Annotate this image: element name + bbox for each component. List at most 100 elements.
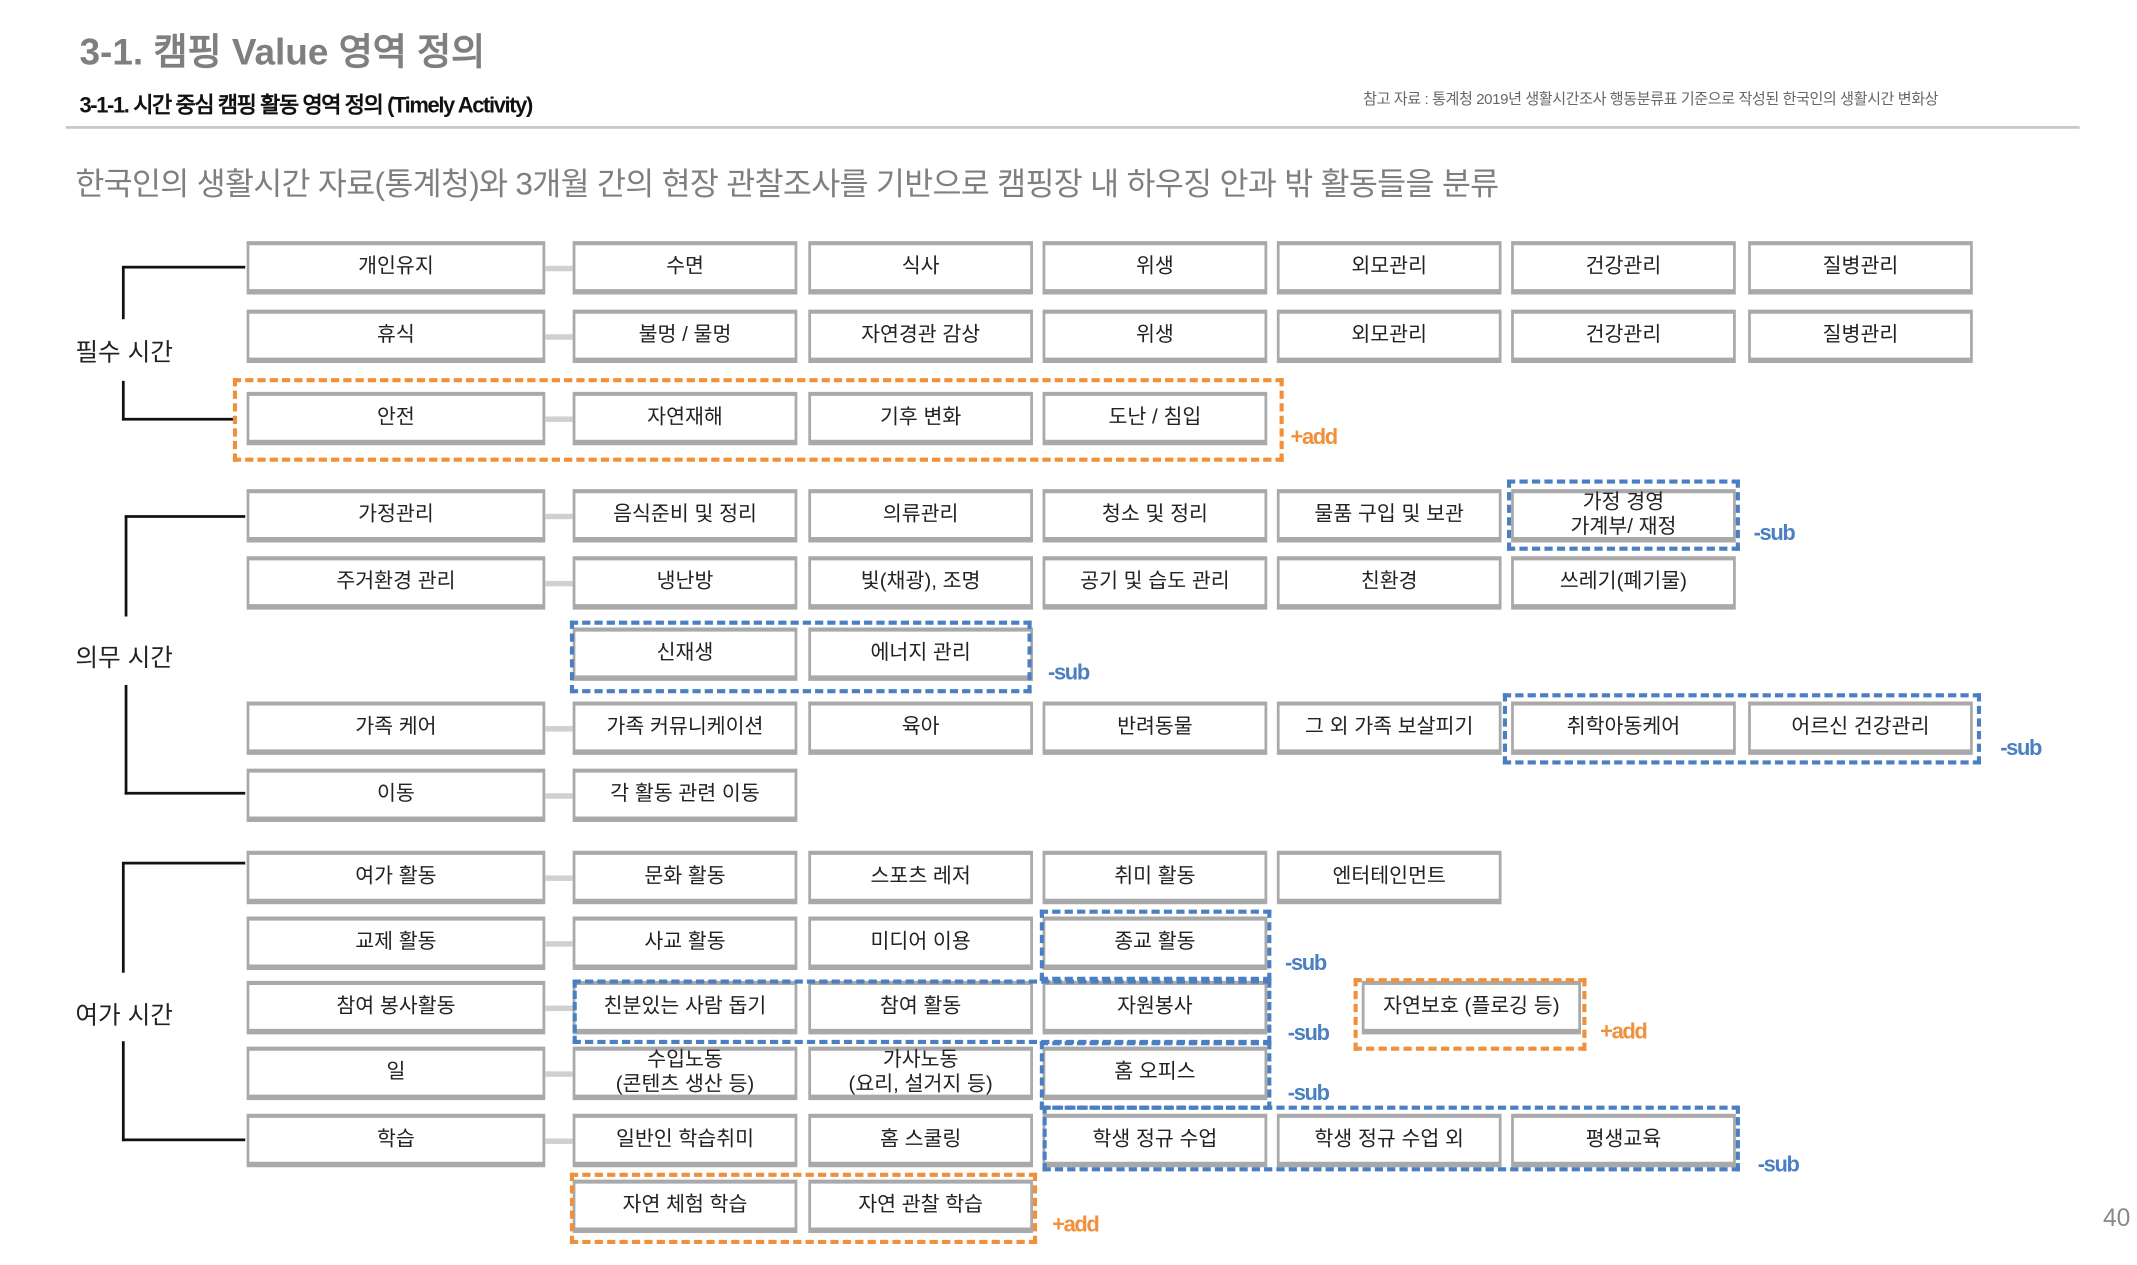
category-box: 안전: [246, 391, 546, 446]
activity-box: 음식준비 및 정리: [572, 489, 798, 543]
sub-tag: -sub: [2000, 737, 2042, 761]
sub-tag: -sub: [1287, 1022, 1330, 1046]
add-tag: +add: [1052, 1213, 1100, 1238]
activity-box: 건강관리: [1511, 309, 1736, 364]
connector-line: [545, 1004, 573, 1011]
activity-box: 학생 정규 수업: [1042, 1113, 1268, 1168]
activity-box: 빛(채광), 조명: [808, 556, 1033, 610]
bracket-line: [121, 417, 235, 421]
category-box: 가족 케어: [246, 701, 546, 755]
activity-box: 자연경관 감상: [808, 309, 1033, 364]
activity-box: 쓰레기(폐기물): [1511, 556, 1736, 610]
activity-box: 냉난방: [572, 556, 798, 610]
activity-box: 식사: [808, 241, 1033, 295]
add-tag: +add: [1290, 426, 1339, 450]
activity-box: 수면: [572, 241, 798, 295]
activity-box: 자연보호 (플로깅 등): [1361, 980, 1581, 1035]
activity-box: 엔터테인먼트: [1276, 850, 1502, 905]
activity-box: 홈 스쿨링: [808, 1113, 1033, 1168]
category-box: 교제 활동: [246, 916, 546, 970]
bracket-line: [121, 267, 125, 320]
category-box: 참여 봉사활동: [246, 980, 546, 1035]
category-box: 학습: [246, 1113, 546, 1168]
activity-box: 어르신 건강관리: [1748, 701, 1973, 755]
group-label-essential: 필수 시간: [75, 338, 173, 366]
activity-box: 자연 체험 학습: [572, 1179, 798, 1233]
connector-line: [545, 580, 573, 586]
activity-box: 취미 활동: [1042, 850, 1268, 905]
activity-box: 기후 변화: [808, 391, 1033, 446]
activity-box: 건강관리: [1511, 241, 1736, 295]
category-box: 일: [246, 1046, 546, 1101]
activity-box: 질병관리: [1748, 241, 1973, 295]
bracket-line: [121, 1138, 246, 1142]
activity-box: 도난 / 침입: [1042, 391, 1268, 446]
bracket-line: [124, 685, 128, 795]
section-subtitle: 3-1-1. 시간 중심 캠핑 활동 영역 정의 (Timely Activit…: [79, 94, 533, 118]
bracket-line: [124, 515, 246, 518]
activity-box: 사교 활동: [572, 916, 798, 970]
connector-line: [545, 265, 573, 271]
add-tag: +add: [1600, 1020, 1648, 1044]
sub-tag: -sub: [1285, 952, 1327, 976]
connector-line: [545, 1137, 573, 1144]
sub-highlight-box: [1039, 1041, 1272, 1110]
category-box: 개인유지: [246, 241, 546, 295]
activity-box: 외모관리: [1276, 241, 1502, 295]
activity-box: 육아: [808, 701, 1033, 755]
activity-box: 문화 활동: [572, 850, 798, 905]
activity-box: 가정 경영 가계부/ 재정: [1511, 489, 1736, 543]
sub-tag: -sub: [1048, 661, 1090, 685]
add-highlight-box: [232, 378, 1284, 462]
sub-highlight-box: [1042, 1105, 1740, 1172]
activity-box: 질병관리: [1748, 309, 1973, 364]
bracket-line: [121, 1041, 125, 1142]
connector-line: [545, 415, 573, 422]
sub-highlight-box: [1502, 693, 1982, 765]
activity-box: 불멍 / 물멍: [572, 309, 798, 364]
category-box: 이동: [246, 768, 546, 822]
activity-box: 홈 오피스: [1042, 1046, 1268, 1101]
bracket-line: [121, 863, 125, 973]
connector-line: [545, 940, 573, 946]
connector-line: [545, 333, 573, 340]
category-box: 여가 활동: [246, 850, 546, 905]
activity-box: 의류관리: [808, 489, 1033, 543]
activity-box: 위생: [1042, 309, 1268, 364]
activity-box: 학생 정규 수업 외: [1276, 1113, 1502, 1168]
activity-box: 외모관리: [1276, 309, 1502, 364]
connector-line: [545, 874, 573, 881]
sub-highlight-box: [1039, 909, 1272, 981]
connector-line: [545, 1070, 573, 1077]
activity-box: 친환경: [1276, 556, 1502, 610]
bracket-line: [124, 791, 246, 795]
activity-box: 청소 및 정리: [1042, 489, 1268, 543]
activity-box: 자연 관찰 학습: [808, 1179, 1033, 1233]
sub-highlight-box: [569, 620, 1032, 694]
activity-box: 스포츠 레저: [808, 850, 1033, 905]
activity-box: 취학아동케어: [1511, 701, 1736, 755]
activity-box: 자원봉사: [1042, 980, 1268, 1035]
activity-box: 수입노동 (콘텐츠 생산 등): [572, 1046, 798, 1101]
category-box: 휴식: [246, 309, 546, 364]
connector-line: [545, 792, 573, 799]
activity-box: 가족 커뮤니케이션: [572, 701, 798, 755]
bracket-line: [124, 516, 128, 617]
sub-highlight-box: [1507, 479, 1740, 551]
page-title: 3-1. 캠핑 Value 영역 정의: [79, 31, 486, 73]
activity-box: 자연재해: [572, 391, 798, 446]
activity-box: 반려동물: [1042, 701, 1268, 755]
sub-tag: -sub: [1753, 521, 1796, 546]
page-number: 40: [2102, 1204, 2131, 1232]
activity-box: 물품 구입 및 보관: [1276, 489, 1502, 543]
header-divider: [65, 126, 2080, 129]
activity-box: 에너지 관리: [808, 627, 1033, 681]
activity-box: 미디어 이용: [808, 916, 1033, 970]
activity-box: 가사노동 (요리, 설거지 등): [808, 1046, 1033, 1101]
reference-note: 참고 자료 : 통계청 2019년 생활시간조사 행동분류표 기준으로 작성된 …: [1363, 91, 1939, 109]
sub-tag: -sub: [1287, 1082, 1330, 1106]
activity-box: 각 활동 관련 이동: [572, 768, 798, 822]
intro-text: 한국인의 생활시간 자료(통계청)와 3개월 간의 현장 관찰조사를 기반으로 …: [75, 165, 1499, 202]
group-label-leisure: 여가 시간: [75, 1001, 173, 1029]
